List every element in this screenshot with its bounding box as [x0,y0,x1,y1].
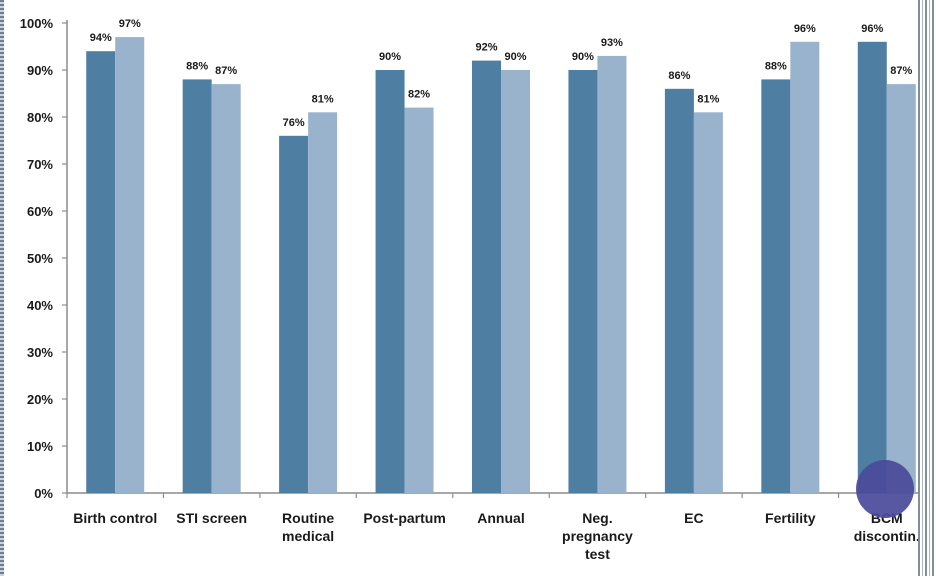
data-label: 88% [186,60,208,72]
bar-layer [86,37,916,494]
bar-series2 [886,84,916,493]
data-label: 97% [119,18,141,30]
bar-series1 [182,79,212,494]
bar-series2 [308,112,338,494]
data-label: 81% [697,93,719,105]
bar-series2 [501,70,530,493]
x-category-label: Annual [477,510,524,526]
decorative-circle [856,460,914,518]
data-label: 90% [572,51,594,63]
data-label: 87% [215,65,237,77]
data-label: 76% [283,117,305,129]
y-tick-label: 40% [27,298,53,313]
data-label: 87% [890,65,912,77]
bar-series2 [597,55,627,494]
data-label: 92% [475,42,497,54]
y-tick-label: 90% [27,63,53,78]
slide-border-right [918,0,936,576]
decoration-layer [856,460,914,518]
x-category-label: Routine medical [282,510,334,544]
data-label: 88% [765,60,787,72]
y-tick-label: 30% [27,345,53,360]
label-layer: 94% 97% Birth control 88% 87% STI screen 76% 81… [73,18,920,562]
bar-series1 [375,70,405,493]
data-label: 81% [312,93,334,105]
bar-series2 [211,84,241,493]
x-category-label: STI screen [176,510,247,526]
bar-series1 [86,51,116,493]
bar-series1 [472,60,501,493]
x-category-label: Fertility [765,510,816,526]
data-label: 90% [504,51,526,63]
data-label: 90% [379,51,401,63]
bar-series2 [693,112,723,494]
y-tick-label: 70% [27,157,53,172]
data-label: 86% [668,70,690,82]
x-category-label: Birth control [73,510,157,526]
slide-border-left [0,0,4,576]
y-tick-label: 10% [27,439,53,454]
data-label: 93% [601,37,623,49]
bar-series2 [790,41,820,494]
y-tick-label: 0% [34,486,53,501]
x-category-label: EC [684,510,703,526]
x-category-label: Neg. pregnancy test [562,510,633,562]
bar-series1 [664,88,694,494]
bar-series1 [279,135,309,494]
bar-series2 [115,37,145,493]
bar-series1 [761,79,791,494]
data-label: 96% [794,23,816,35]
bar-series1 [568,70,598,493]
data-label: 82% [408,89,430,101]
y-tick-label: 50% [27,251,53,266]
y-tick-label: 20% [27,392,53,407]
y-tick-label: 100% [20,16,54,31]
x-category-label: Post-partum [363,510,445,526]
data-label: 94% [90,32,112,44]
bar-series2 [404,107,434,493]
y-tick-label: 60% [27,204,53,219]
data-label: 96% [861,23,883,35]
y-tick-label: 80% [27,110,53,125]
bar-series1 [857,41,887,494]
